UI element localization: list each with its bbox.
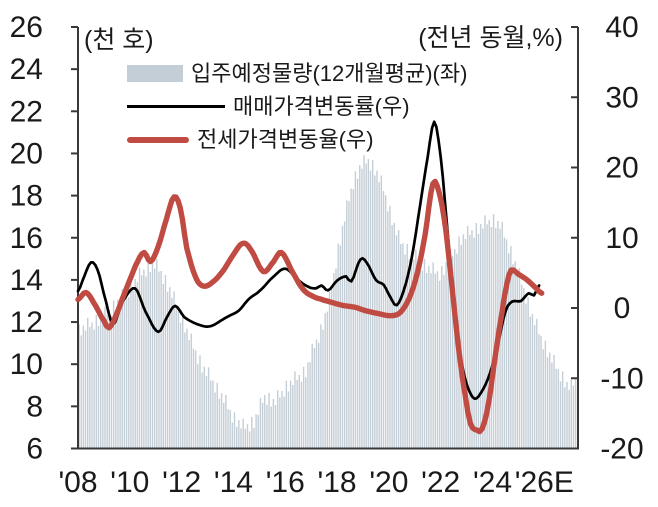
x-tick-label: '14 (214, 466, 253, 499)
legend-swatch-bar-icon (127, 65, 183, 82)
legend-swatch-jeonse-line-icon (127, 136, 189, 143)
y-left-tick-label: 22 (10, 95, 43, 128)
right-axis-unit-label: (전년 동월,%) (418, 24, 563, 52)
y-right-tick-label: 0 (614, 292, 631, 325)
y-right-tick-label: 20 (605, 152, 638, 185)
legend-item-sales: 매매가격변동률(우) (127, 90, 467, 123)
axis-tick-labels: 26 24 22 20 18 16 14 12 10 8 6 40 30 20 10 0 -10 -20 '08 '1… (10, 11, 644, 499)
y-left-tick-label: 12 (10, 306, 43, 339)
y-left-tick-label: 24 (10, 53, 43, 86)
y-left-tick-label: 16 (10, 222, 43, 255)
y-right-tick-label: 30 (605, 81, 638, 114)
x-tick-label: '24 (473, 466, 512, 499)
y-left-tick-label: 14 (10, 264, 43, 297)
x-tick-label: '26E (515, 466, 574, 499)
x-tick-label: '08 (58, 466, 97, 499)
y-left-tick-label: 10 (10, 348, 43, 381)
y-right-tick-label: 40 (605, 11, 638, 44)
y-right-tick-label: -20 (600, 433, 643, 466)
x-tick-label: '12 (162, 466, 201, 499)
legend-swatch-sales-line-icon (127, 105, 225, 108)
jeonse-price-line (75, 178, 545, 435)
legend-item-jeonse: 전세가격변동율(우) (127, 123, 467, 156)
y-right-tick-label: -10 (600, 362, 643, 395)
left-axis-unit-label: (천 호) (84, 26, 154, 54)
x-tick-label: '10 (110, 466, 149, 499)
x-tick-label: '18 (318, 466, 357, 499)
y-left-tick-label: 26 (10, 11, 43, 44)
x-tick-label: '16 (266, 466, 305, 499)
legend-label-jeonse: 전세가격변동율(우) (197, 127, 374, 152)
legend-label-sales: 매매가격변동률(우) (233, 94, 410, 119)
y-left-tick-label: 8 (26, 390, 43, 423)
x-tick-label: '20 (369, 466, 408, 499)
y-right-tick-label: 10 (605, 222, 638, 255)
axes (71, 26, 579, 450)
y-left-tick-label: 18 (10, 180, 43, 213)
y-left-tick-label: 6 (26, 433, 43, 466)
y-left-tick-label: 20 (10, 137, 43, 170)
legend-label-supply: 입주예정물량(12개월평균)(좌) (191, 61, 468, 86)
x-tick-label: '22 (421, 466, 460, 499)
legend: 입주예정물량(12개월평균)(좌) 매매가격변동률(우) 전세가격변동율(우) (127, 57, 467, 156)
legend-item-supply: 입주예정물량(12개월평균)(좌) (127, 57, 467, 90)
